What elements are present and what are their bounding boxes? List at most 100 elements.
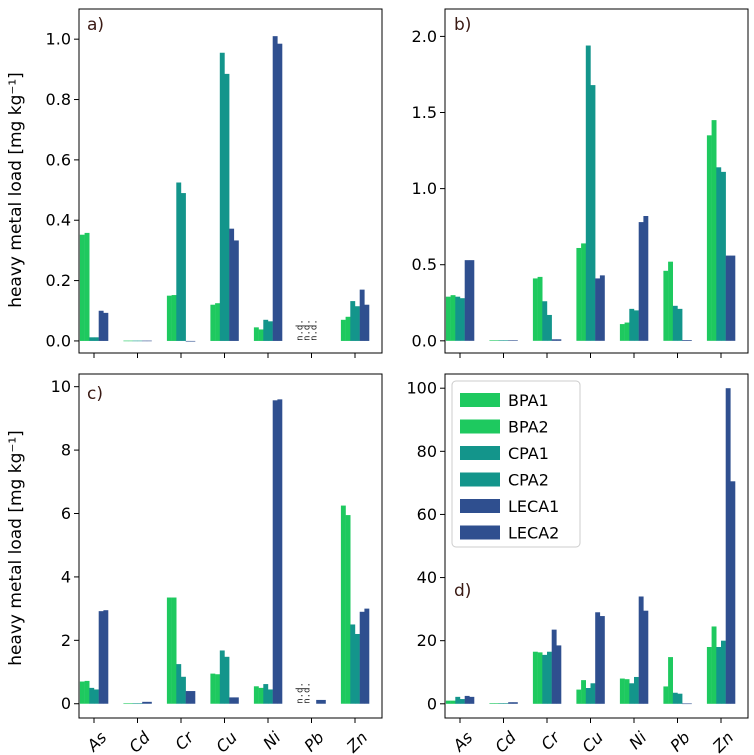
panel-d-xtick-label-cd: Cd [491,727,520,755]
bar-b-leca1-cr [551,339,557,341]
bar-d-leca2-pb [686,703,692,705]
panel-d-label: d) [454,581,471,601]
bar-d-leca2-cd [512,702,518,704]
bar-d-leca1-pb [682,703,688,705]
panel-c-nd-label: n.d. [296,682,306,704]
bar-d-bpa2-cr [537,652,543,704]
bar-b-leca2-pb [686,340,692,341]
panel-d-ytick-label: 20 [417,631,437,650]
bar-b-bpa2-pb [668,261,673,341]
bar-a-bpa2-ni [258,329,264,341]
panel-c-xtick-label-zn: Zn [342,728,371,755]
bar-c-cpa1-as [89,687,95,704]
panel-d-ytick-label: 100 [406,379,437,398]
legend-label-leca2: LECA2 [508,524,559,543]
panel-d-y-ticks: 0 20 40 60 80 100 [406,379,445,713]
legend-swatch-cpa2 [460,472,500,487]
bar-a-cpa1-ni [263,319,269,341]
bar-a-leca1-cr [185,340,191,342]
bar-a-cpa2-zn [355,306,360,341]
panel-c-x-ticks: As Cd Cr Cu Ni Pb Zn [83,727,372,755]
bar-b-cpa1-as [455,296,461,341]
bar-c-cpa2-zn [355,633,360,704]
bar-b-cpa2-cr [547,314,552,341]
panel-a-nd-label: n.d. [296,319,306,341]
panel-b-frame [444,8,749,354]
bar-a-cpa1-zn [350,301,356,341]
legend-label-bpa1: BPA1 [508,391,549,410]
panel-a-frame [78,8,383,354]
bar-b-bpa2-cd [494,340,499,341]
legend: BPA1 BPA2 CPA1 CPA2 LECA1 LECA2 [451,380,581,548]
bar-b-cpa2-ni [634,310,639,341]
panel-c-y-ticks: 0 2 4 6 8 10 [51,377,79,713]
legend-label-cpa2: CPA2 [508,471,549,490]
bar-c-bpa1-ni [253,686,259,704]
panel-d-ytick-label: 0 [427,694,437,713]
bar-b-leca1-as [464,260,470,341]
panel-d-frame [444,373,749,719]
bar-a-leca1-ni [272,36,278,341]
bar-a-cpa1-cu [219,52,225,341]
legend-label-cpa1: CPA1 [508,444,549,463]
panel-c-nd-label: n.d. [303,682,313,704]
panel-b-ytick-label: 0.0 [412,331,437,350]
panel-c: c) 0 2 4 6 8 10 As Cd Cr Cu Ni Pb Zn n.d.n.d. [51,373,383,755]
bar-a-leca1-zn [359,289,365,341]
bar-d-cpa2-cu [590,683,596,704]
bar-d-cpa1-ni [629,683,635,704]
bar-d-bpa2-ni [624,679,630,704]
bar-b-cpa1-cr [542,301,548,341]
bar-d-bpa2-cu [581,680,586,704]
panel-d-bars [445,388,736,705]
bar-a-bpa1-cr [166,295,172,341]
bar-d-leca1-cd [508,702,514,704]
panel-b: b) 0.0 0.5 1.0 1.5 2.0 [412,8,749,358]
panel-a-nd-label: n.d. [310,319,320,341]
bar-d-cpa1-as [455,696,461,704]
legend-label-bpa2: BPA2 [508,418,549,437]
bar-d-cpa2-cr [547,651,552,704]
bar-b-cpa1-pb [672,305,678,341]
bar-c-cpa1-cd [132,703,138,705]
bar-a-leca2-cd [146,340,152,342]
bar-a-leca2-zn [364,304,370,341]
bar-a-bpa2-cu [215,303,220,341]
panel-c-xtick-label-as: As [83,728,111,755]
bar-c-cpa2-cd [137,703,143,705]
bar-d-bpa2-cd [494,703,499,704]
bar-b-bpa2-cu [581,243,586,341]
bar-b-bpa1-cd [489,340,495,341]
bar-a-cpa2-as [94,337,99,341]
bar-d-bpa2-as [450,700,456,704]
panel-a-ytick-label: 0.6 [46,150,71,169]
bar-d-bpa1-cr [532,651,538,704]
panel-c-ytick-label: 6 [61,504,71,523]
panel-a: a) 0.00.20.40.60.81.0 n.d.n.d.n.d. [46,8,383,358]
bar-d-bpa1-zn [706,646,712,704]
bar-a-leca1-as [98,310,104,341]
panel-c-bars [79,399,370,705]
bar-c-leca2-cd [146,701,152,704]
panel-c-ytick-label: 10 [51,377,71,396]
bar-c-leca2-ni [277,399,283,704]
panel-c-ytick-label: 4 [61,567,71,586]
bar-c-cpa1-ni [263,684,269,704]
panel-a-nd-marks: n.d.n.d.n.d. [296,319,320,341]
bar-d-cpa2-cd [503,703,509,704]
bar-c-bpa2-cu [215,674,220,704]
bar-b-bpa1-cr [532,278,538,341]
bar-a-bpa1-cd [123,340,129,342]
bar-d-cpa1-cd [498,703,504,704]
bar-d-leca2-cu [599,616,605,704]
panel-d-xtick-label-ni: Ni [625,727,650,752]
bar-d-bpa2-zn [711,626,717,704]
legend-swatch-bpa1 [460,393,500,407]
bar-b-leca2-zn [730,255,736,341]
bar-a-leca2-as [103,312,109,341]
legend-label-leca1: LECA1 [508,497,559,516]
bar-d-cpa2-zn [721,640,726,704]
panel-b-ytick-label: 2.0 [412,27,437,46]
bar-c-leca2-zn [364,608,370,704]
panel-a-nd-label: n.d. [303,319,313,341]
